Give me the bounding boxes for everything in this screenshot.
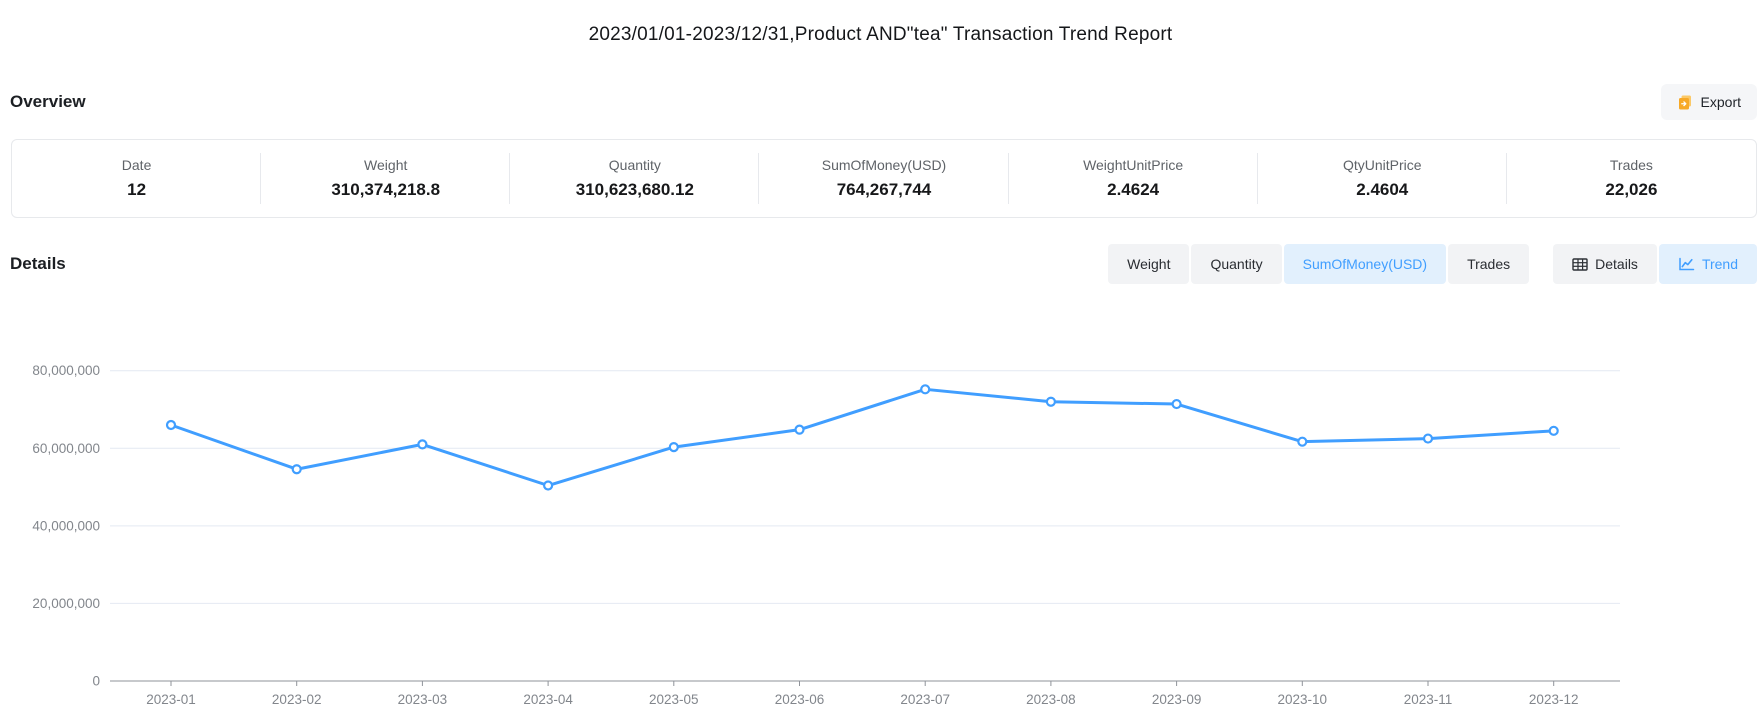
trend-chart-area: 0 20,000,000 40,000,000 60,000,000 80,000,00… (0, 300, 1761, 727)
stat-label: Quantity (608, 157, 661, 173)
data-point-marker[interactable] (1297, 436, 1308, 447)
tab-quantity[interactable]: Quantity (1191, 244, 1282, 284)
data-point-marker[interactable] (542, 480, 554, 491)
export-icon (1677, 94, 1694, 111)
stat-label: QtyUnitPrice (1342, 157, 1422, 173)
stat-value: 2.4624 (1107, 180, 1160, 199)
trend-icon (1678, 257, 1695, 272)
stat-weight: Weight 310,374,218.8 (261, 140, 511, 217)
details-heading: Details (10, 254, 66, 273)
view-tab-group: Details Trend (1553, 244, 1757, 284)
stat-value: 310,374,218.8 (331, 180, 441, 199)
data-point-marker[interactable] (291, 464, 302, 475)
x-axis-label: 2023-12 (1529, 692, 1579, 707)
stat-label: SumOfMoney(USD) (821, 157, 947, 173)
page-title: 2023/01/01-2023/12/31,Product AND"tea" T… (588, 24, 1173, 45)
overview-heading: Overview (10, 92, 86, 111)
y-axis-label: 20,000,000 (32, 596, 100, 611)
stat-trades: Trades 22,026 (1507, 140, 1756, 217)
stat-sum-of-money: SumOfMoney(USD) 764,267,744 (759, 140, 1009, 217)
x-axis-label: 2023-11 (1404, 692, 1453, 707)
tab-weight[interactable]: Weight (1108, 244, 1190, 284)
x-axis-label: 2023-06 (775, 692, 825, 707)
metric-tab-group: Weight Quantity SumOfMoney(USD) Trades (1108, 244, 1530, 284)
data-point-marker[interactable] (165, 419, 177, 431)
tab-details-view[interactable]: Details (1553, 244, 1657, 284)
table-icon (1572, 257, 1588, 272)
stat-label: Date (121, 157, 152, 173)
y-axis-label: 60,000,000 (32, 441, 100, 456)
details-header: Details Weight Quantity SumOfMoney(USD) … (10, 244, 1757, 284)
stat-label: WeightUnitPrice (1083, 157, 1184, 173)
tab-details-label: Details (1595, 256, 1638, 272)
x-axis-label: 2023-01 (146, 692, 196, 707)
data-point-marker[interactable] (417, 439, 428, 450)
overview-header: Overview Export (10, 84, 1757, 120)
stat-value: 12 (127, 180, 147, 199)
stat-value: 22,026 (1605, 180, 1658, 199)
stat-label: Trades (1609, 157, 1653, 173)
trend-line-chart[interactable]: 0 20,000,000 40,000,000 60,000,000 80,000,00… (0, 300, 1761, 727)
x-axis-label: 2023-05 (649, 692, 699, 707)
stat-quantity: Quantity 310,623,680.12 (510, 140, 760, 217)
x-axis-label: 2023-04 (523, 692, 573, 707)
stat-value: 2.4604 (1356, 180, 1409, 199)
x-axis-label: 2023-07 (900, 692, 950, 707)
trend-line (169, 387, 1556, 488)
stat-date: Date 12 (12, 140, 262, 217)
stat-value: 310,623,680.12 (575, 180, 694, 199)
x-axis-label: 2023-03 (398, 692, 448, 707)
stat-weight-unit-price: WeightUnitPrice 2.4624 (1009, 140, 1258, 217)
tab-trades[interactable]: Trades (1448, 244, 1530, 284)
tab-sum-of-money[interactable]: SumOfMoney(USD) (1283, 244, 1447, 284)
data-point-marker[interactable] (1548, 425, 1559, 436)
export-button-label: Export (1700, 94, 1741, 110)
y-axis-label: 0 (92, 674, 100, 689)
x-axis-label: 2023-10 (1278, 692, 1328, 707)
data-point-marker[interactable] (920, 384, 931, 395)
data-point-marker[interactable] (794, 424, 805, 435)
x-axis-label: 2023-09 (1152, 692, 1202, 707)
stat-value: 764,267,744 (836, 180, 932, 199)
data-point-marker[interactable] (668, 442, 679, 453)
tab-trend-label: Trend (1701, 256, 1738, 272)
tab-trend-view[interactable]: Trend (1658, 244, 1757, 284)
data-point-marker[interactable] (1422, 433, 1434, 444)
data-point-marker[interactable] (1045, 396, 1057, 407)
y-axis-label: 80,000,000 (32, 363, 100, 378)
x-axis-label: 2023-08 (1026, 692, 1076, 707)
y-axis-label: 40,000,000 (32, 518, 100, 533)
stat-label: Weight (364, 157, 408, 173)
x-axis-label: 2023-02 (272, 692, 322, 707)
overview-stats-bar: Date 12 Weight 310,374,218.8 Quantity 31… (11, 139, 1757, 218)
export-button[interactable]: Export (1660, 84, 1757, 120)
stat-qty-unit-price: QtyUnitPrice 2.4604 (1258, 140, 1507, 217)
details-toolbar: Weight Quantity SumOfMoney(USD) Trades (1108, 244, 1757, 284)
data-point-marker[interactable] (1171, 398, 1182, 410)
